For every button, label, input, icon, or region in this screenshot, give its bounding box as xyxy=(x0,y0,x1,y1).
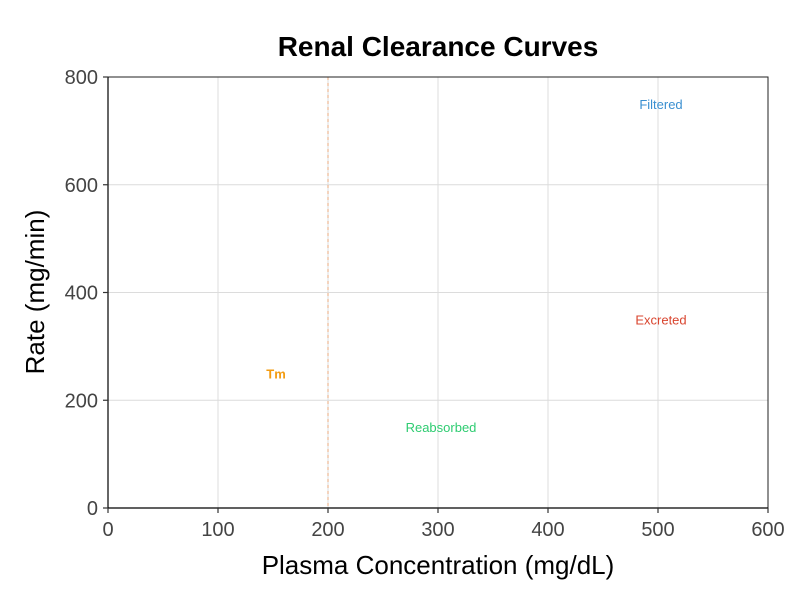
y-tick-label: 400 xyxy=(65,283,98,305)
x-tick-label: 100 xyxy=(201,519,234,541)
y-tick-label: 800 xyxy=(65,67,98,89)
annotation-tm: Tm xyxy=(266,366,286,381)
y-tick-label: 600 xyxy=(65,175,98,197)
x-tick-label: 600 xyxy=(751,519,784,541)
grid xyxy=(108,77,768,508)
chart-title: Renal Clearance Curves xyxy=(278,31,599,62)
y-axis-ticks: 0 200 400 600 800 xyxy=(65,67,109,520)
x-tick-label: 200 xyxy=(311,519,344,541)
x-axis-title: Plasma Concentration (mg/dL) xyxy=(262,550,615,580)
x-tick-label: 0 xyxy=(102,519,113,541)
x-tick-label: 500 xyxy=(641,519,674,541)
y-axis-title: Rate (mg/min) xyxy=(20,210,50,375)
x-axis-ticks: 0 100 200 300 400 500 600 xyxy=(102,507,785,541)
annotation-excreted: Excreted xyxy=(635,312,686,327)
x-tick-label: 400 xyxy=(531,519,564,541)
y-tick-label: 200 xyxy=(65,390,98,412)
annotation-reabsorbed: Reabsorbed xyxy=(406,420,477,435)
y-tick-label: 0 xyxy=(87,498,98,520)
annotation-filtered: Filtered xyxy=(639,97,682,112)
x-tick-label: 300 xyxy=(421,519,454,541)
annotations: Filtered Excreted Tm Reabsorbed xyxy=(266,97,686,435)
